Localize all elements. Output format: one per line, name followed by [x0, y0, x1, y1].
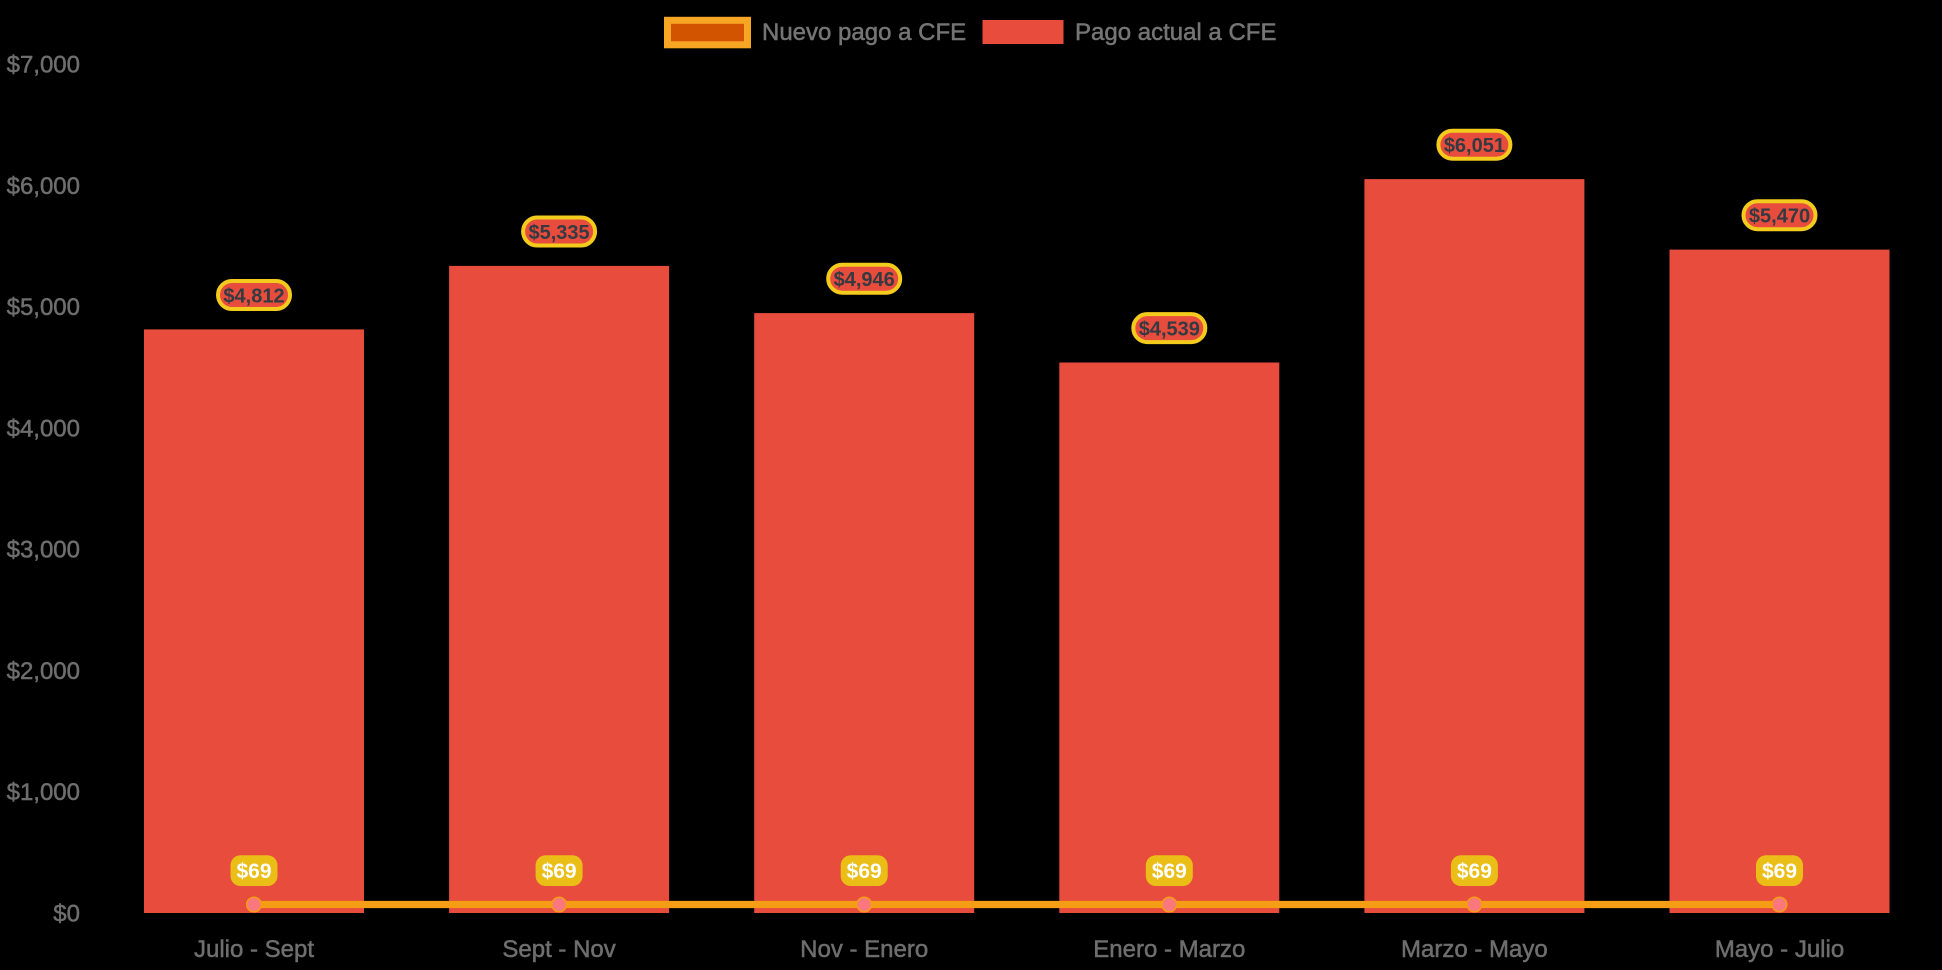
svg-text:$69: $69 [1762, 860, 1797, 883]
svg-text:$4,946: $4,946 [834, 269, 895, 291]
svg-text:$4,539: $4,539 [1139, 318, 1200, 340]
svg-text:$5,470: $5,470 [1749, 206, 1810, 228]
svg-text:Nuevo pago a CFE: Nuevo pago a CFE [762, 19, 966, 46]
svg-text:$4,000: $4,000 [7, 415, 80, 442]
svg-text:$6,000: $6,000 [7, 173, 80, 200]
svg-text:$5,000: $5,000 [7, 294, 80, 321]
svg-text:Mayo - Julio: Mayo - Julio [1715, 936, 1844, 963]
svg-text:$0: $0 [53, 901, 80, 928]
svg-text:Pago actual a CFE: Pago actual a CFE [1075, 19, 1276, 46]
svg-text:$69: $69 [236, 860, 271, 883]
svg-text:$69: $69 [542, 860, 577, 883]
svg-text:$1,000: $1,000 [7, 779, 80, 806]
svg-text:$5,335: $5,335 [529, 222, 590, 244]
svg-text:Enero - Marzo: Enero - Marzo [1093, 936, 1245, 963]
svg-text:$69: $69 [847, 860, 882, 883]
svg-text:Nov - Enero: Nov - Enero [800, 936, 928, 963]
svg-text:$69: $69 [1152, 860, 1187, 883]
svg-text:Marzo - Mayo: Marzo - Mayo [1401, 936, 1548, 963]
svg-text:Sept - Nov: Sept - Nov [502, 936, 615, 963]
svg-text:$2,000: $2,000 [7, 658, 80, 685]
svg-text:$69: $69 [1457, 860, 1492, 883]
svg-text:$7,000: $7,000 [7, 52, 80, 79]
svg-text:$4,812: $4,812 [223, 285, 284, 307]
svg-text:Julio - Sept: Julio - Sept [194, 936, 314, 963]
svg-text:$6,051: $6,051 [1444, 135, 1505, 157]
svg-text:$3,000: $3,000 [7, 537, 80, 564]
